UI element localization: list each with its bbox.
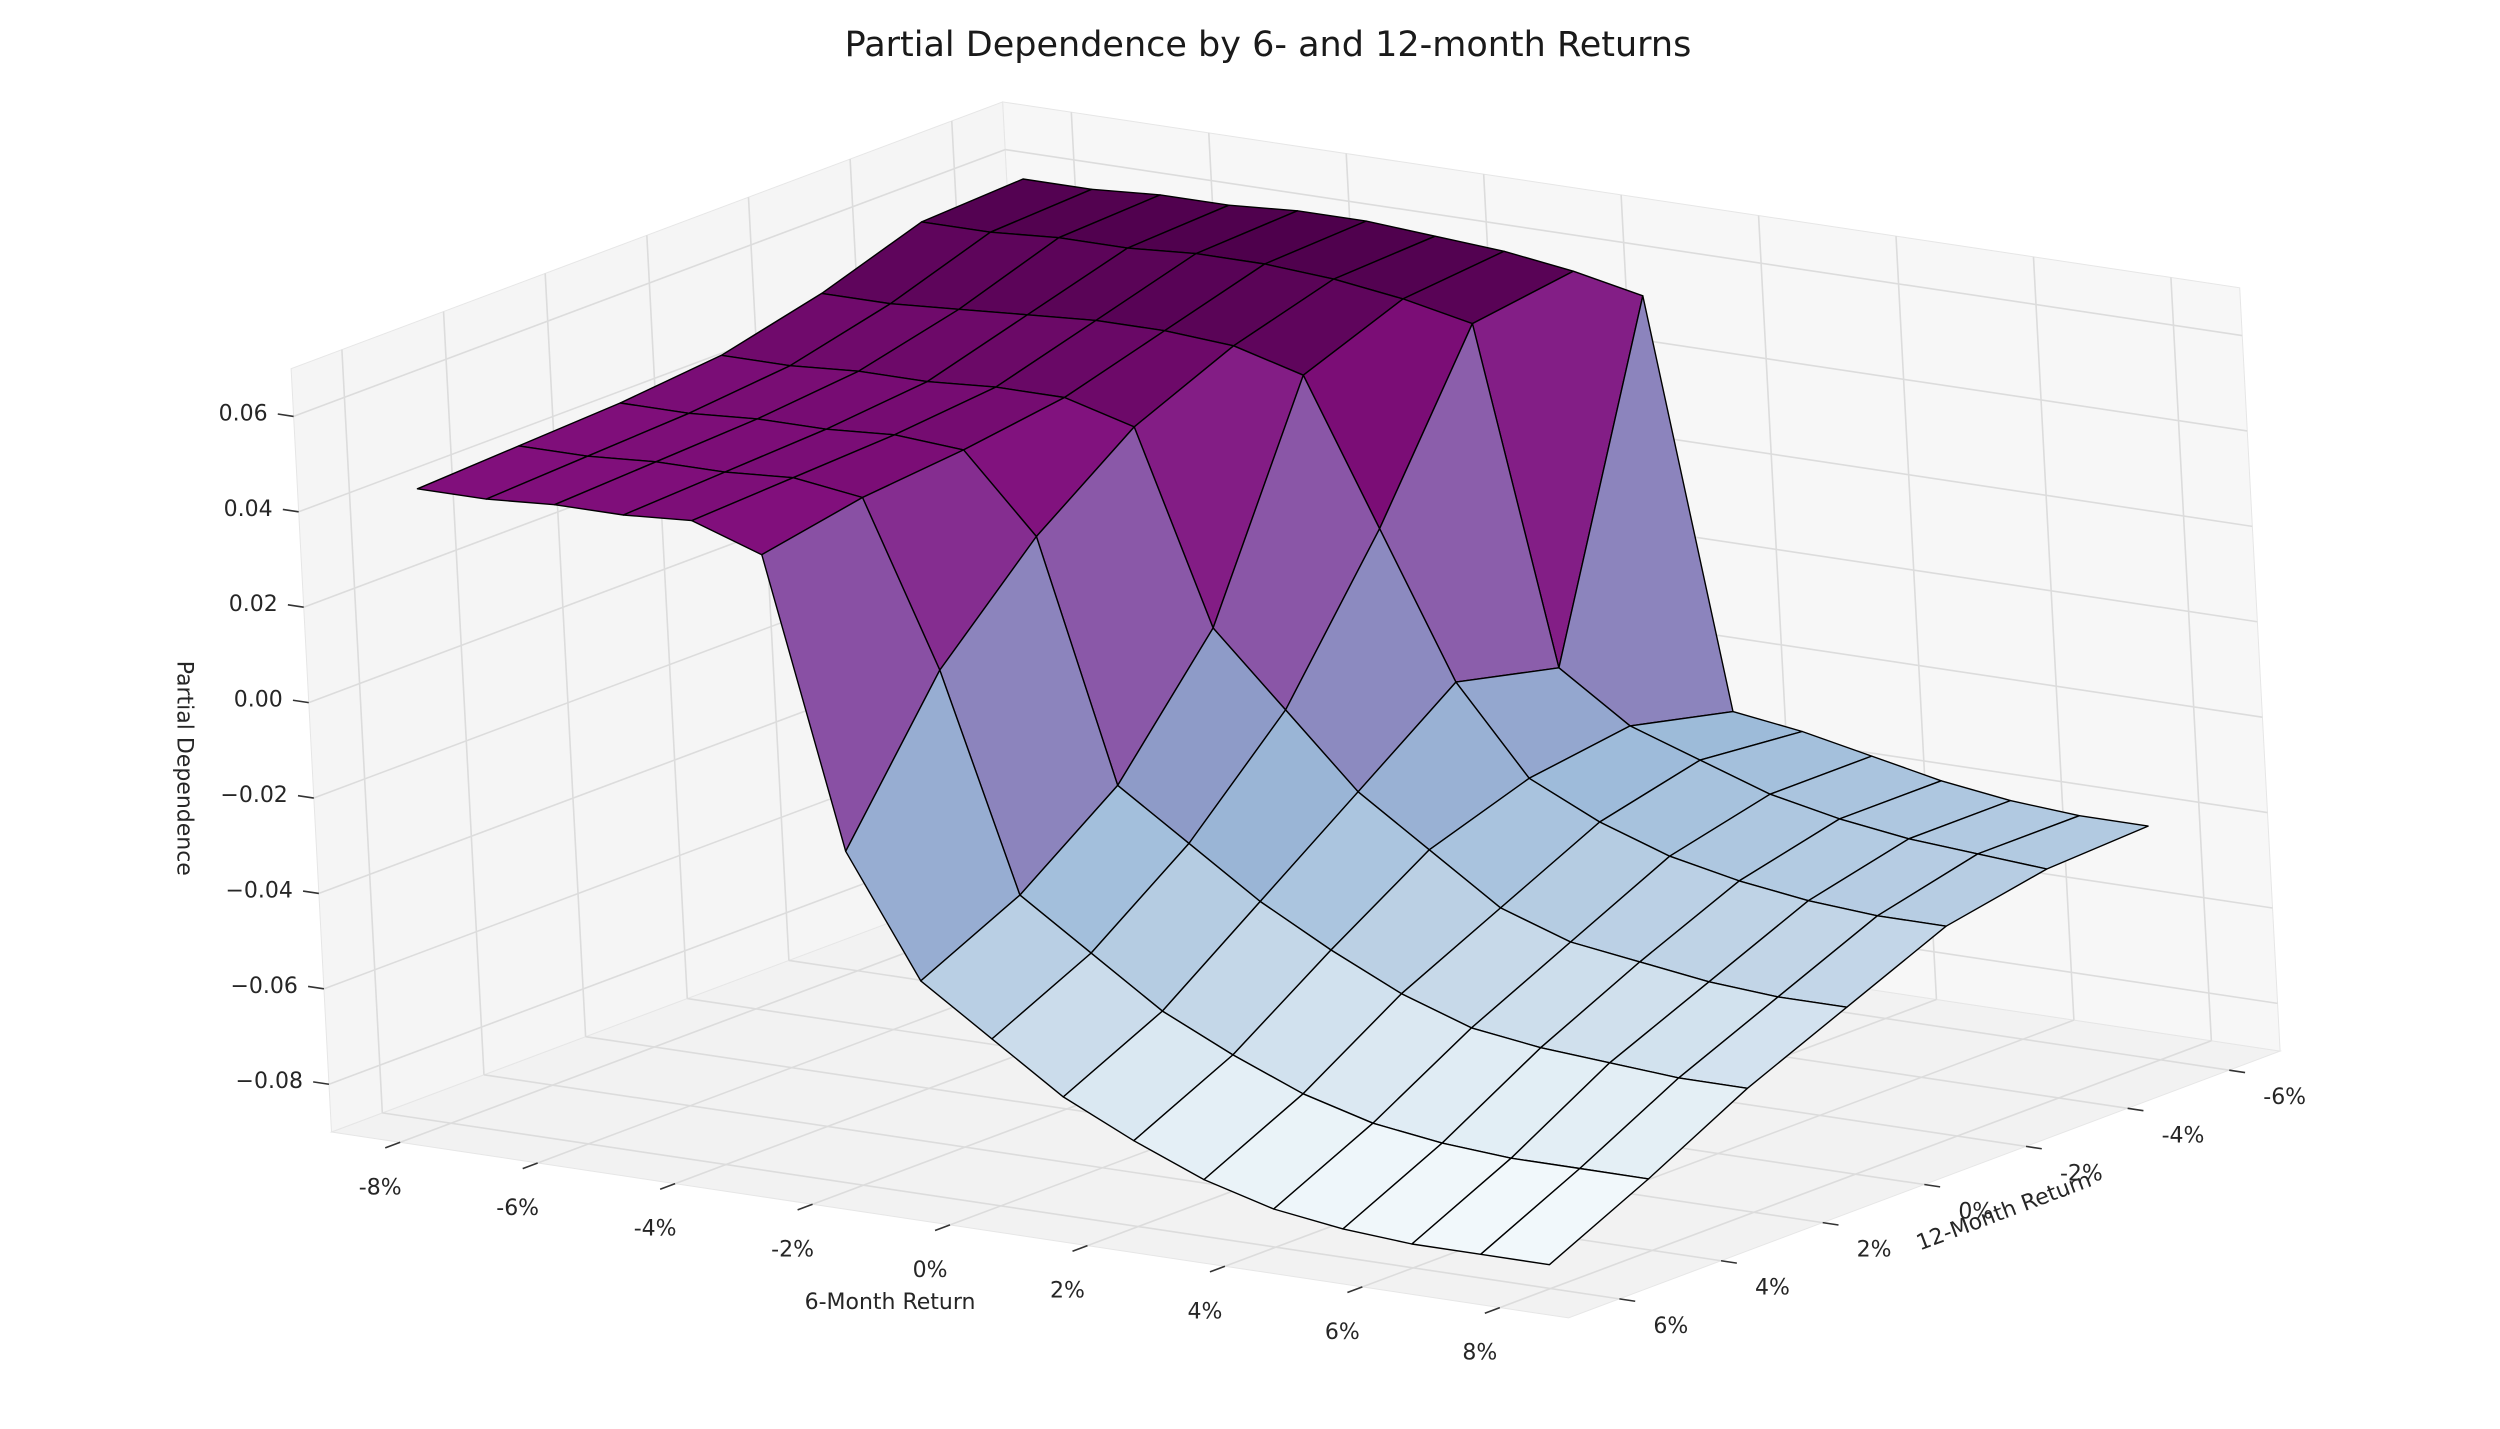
x-tick-label: 6% (1325, 1320, 1360, 1345)
grid-line (544, 273, 587, 1037)
z-tick-label: 0.02 (229, 592, 278, 617)
z-tick (302, 890, 319, 895)
grid-line (1004, 148, 2243, 337)
y-tick-label: 0% (1958, 1200, 1993, 1225)
x-axis-label: 6-Month Return (805, 1290, 976, 1315)
z-tick-label: 0.06 (219, 401, 268, 426)
y-tick (1619, 1298, 1636, 1303)
z-tick (313, 1081, 330, 1086)
x-tick-label: -4% (634, 1217, 677, 1242)
x-tick-label: -6% (496, 1196, 539, 1221)
x-tick-label: -2% (771, 1237, 814, 1262)
x-tick-label: 2% (1050, 1279, 1085, 1304)
x-tick (522, 1162, 538, 1170)
y-tick-label: -2% (2060, 1161, 2103, 1186)
z-tick (292, 699, 309, 704)
surface (416, 178, 2149, 1266)
x-tick (1072, 1244, 1088, 1252)
axes: -8% -6% -4% -2% 0% 2% 4% 6% 8% -6% -4% -2% 0% 2% 4% 6% −… (171, 401, 2306, 1365)
y-axis-label: 12-Month Return (1913, 1168, 2095, 1256)
y-tick-label: 2% (1857, 1238, 1892, 1263)
grid-line (293, 148, 1006, 418)
z-axis-label: Partial Dependence (171, 661, 196, 876)
x-tick (797, 1203, 813, 1211)
x-tick (1209, 1265, 1226, 1273)
x-tick (1484, 1306, 1501, 1314)
z-tick-label: −0.02 (220, 783, 287, 808)
z-tick-label: −0.08 (236, 1069, 303, 1094)
y-tick-label: -6% (2263, 1085, 2306, 1110)
x-tick-label: 8% (1462, 1341, 1497, 1366)
z-tick-label: 0.00 (234, 688, 283, 713)
z-tick (282, 508, 299, 513)
y-tick (1720, 1259, 1737, 1264)
x-tick (659, 1182, 676, 1190)
x-tick (1347, 1286, 1363, 1294)
y-tick (2127, 1107, 2144, 1112)
grid-line (646, 235, 689, 999)
z-tick-label: −0.04 (225, 878, 292, 903)
y-tick (2229, 1069, 2246, 1074)
z-tick-label: −0.06 (230, 974, 297, 999)
x-tick (934, 1224, 951, 1232)
z-tick (287, 604, 304, 609)
grid-line (382, 1112, 1620, 1300)
y-tick (2025, 1145, 2042, 1150)
y-tick (1822, 1221, 1839, 1226)
grid-line (2032, 256, 2075, 1021)
z-tick (297, 794, 314, 799)
z-tick-label: 0.04 (224, 497, 273, 522)
z-tick (307, 985, 325, 990)
grid-line (341, 349, 384, 1113)
x-tick-label: 0% (913, 1258, 948, 1283)
surface-patch (1479, 1167, 1650, 1266)
z-tick (277, 413, 294, 418)
chart-title: Partial Dependence by 6- and 12-month Re… (845, 25, 1692, 65)
x-tick-label: -8% (359, 1175, 402, 1200)
x-tick (384, 1141, 401, 1149)
y-tick-label: 6% (1653, 1314, 1688, 1339)
grid-line (2170, 277, 2213, 1041)
y-tick-label: -4% (2162, 1123, 2205, 1148)
y-tick (1924, 1183, 1941, 1188)
x-tick-label: 4% (1187, 1299, 1222, 1324)
grid-line (442, 311, 485, 1075)
y-tick-label: 4% (1755, 1276, 1790, 1301)
